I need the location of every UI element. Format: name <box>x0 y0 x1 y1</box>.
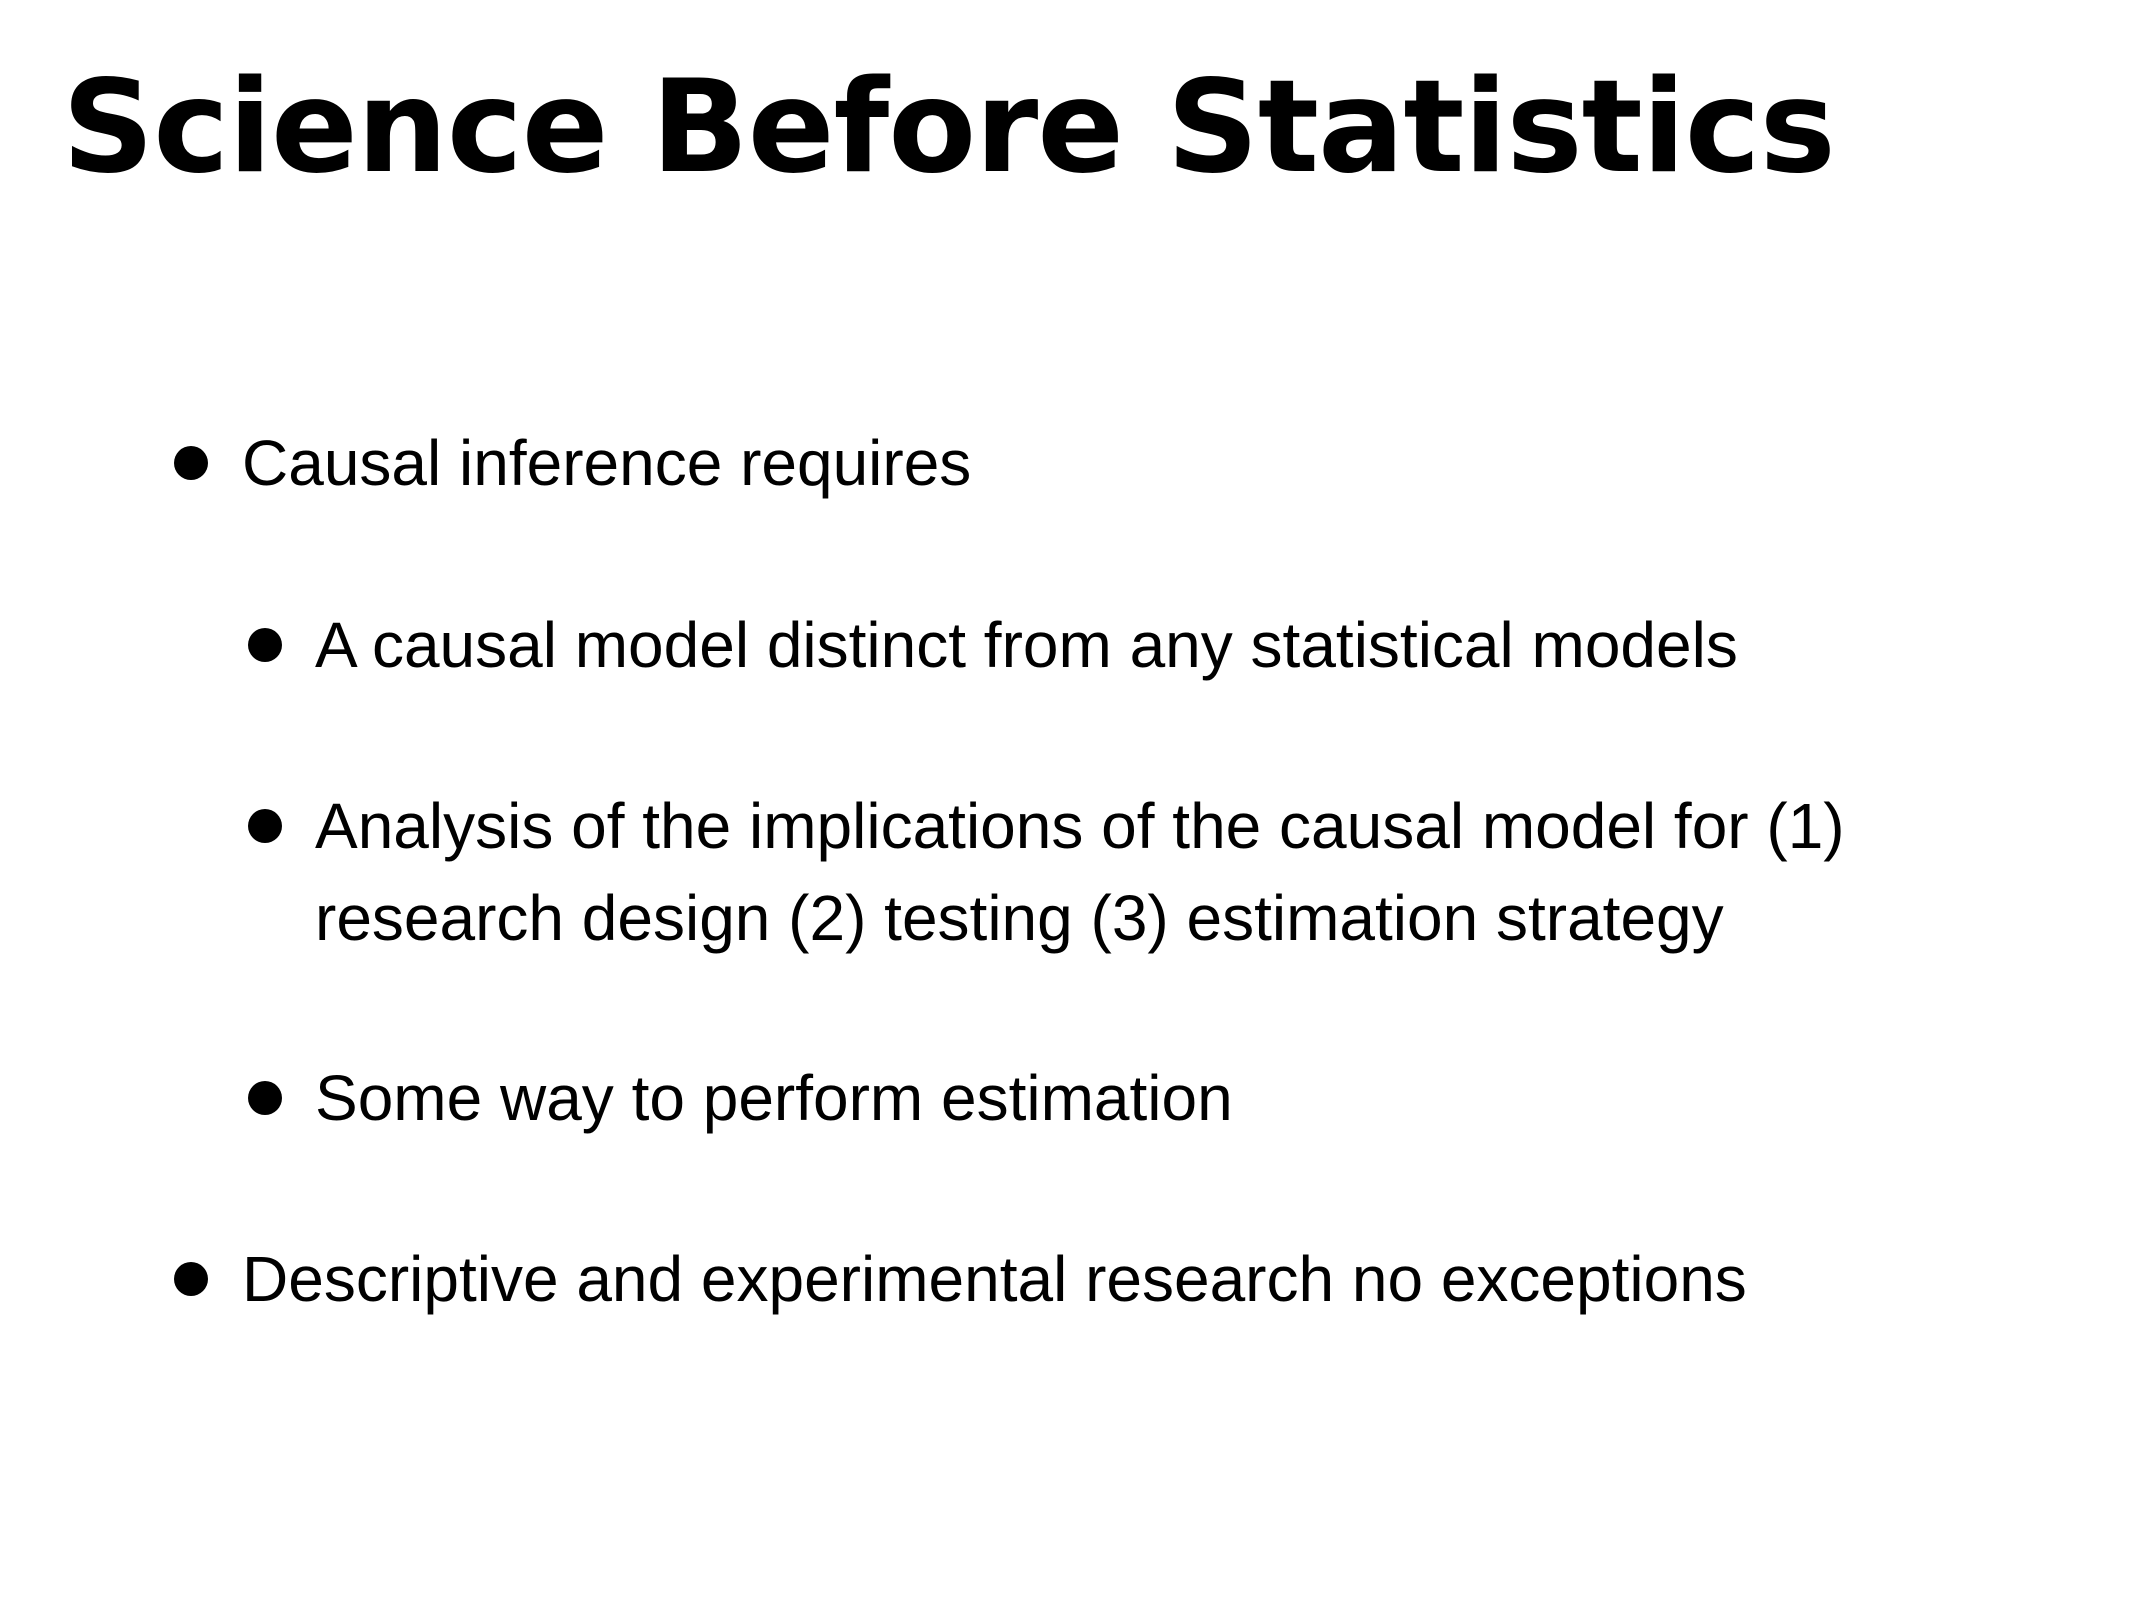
bullet-text: Causal inference requires <box>242 427 972 499</box>
bullet-dot <box>248 628 282 662</box>
bullet-text: A causal model distinct from any statist… <box>315 609 1738 681</box>
bullet-text: Descriptive and experimental research no… <box>242 1243 1747 1315</box>
bullet-dot <box>248 809 282 843</box>
bullet-descriptive-experimental: Descriptive and experimental research no… <box>0 1233 2133 1325</box>
bullet-text-line-2: research design (2) testing (3) estimati… <box>315 882 1724 954</box>
bullet-dot <box>174 1262 208 1296</box>
bullet-causal-inference: Causal inference requires <box>0 417 2133 509</box>
bullet-dot <box>248 1081 282 1115</box>
subbullet-causal-model: A causal model distinct from any statist… <box>0 599 2133 691</box>
bullet-dot <box>174 446 208 480</box>
subbullet-estimation: Some way to perform estimation <box>0 1052 2133 1144</box>
slide-title: Science Before Statistics <box>62 53 1836 202</box>
bullet-text: Some way to perform estimation <box>315 1062 1233 1134</box>
subbullet-analysis: Analysis of the implications of the caus… <box>0 780 2133 964</box>
bullet-text-line-1: Analysis of the implications of the caus… <box>315 790 1845 862</box>
